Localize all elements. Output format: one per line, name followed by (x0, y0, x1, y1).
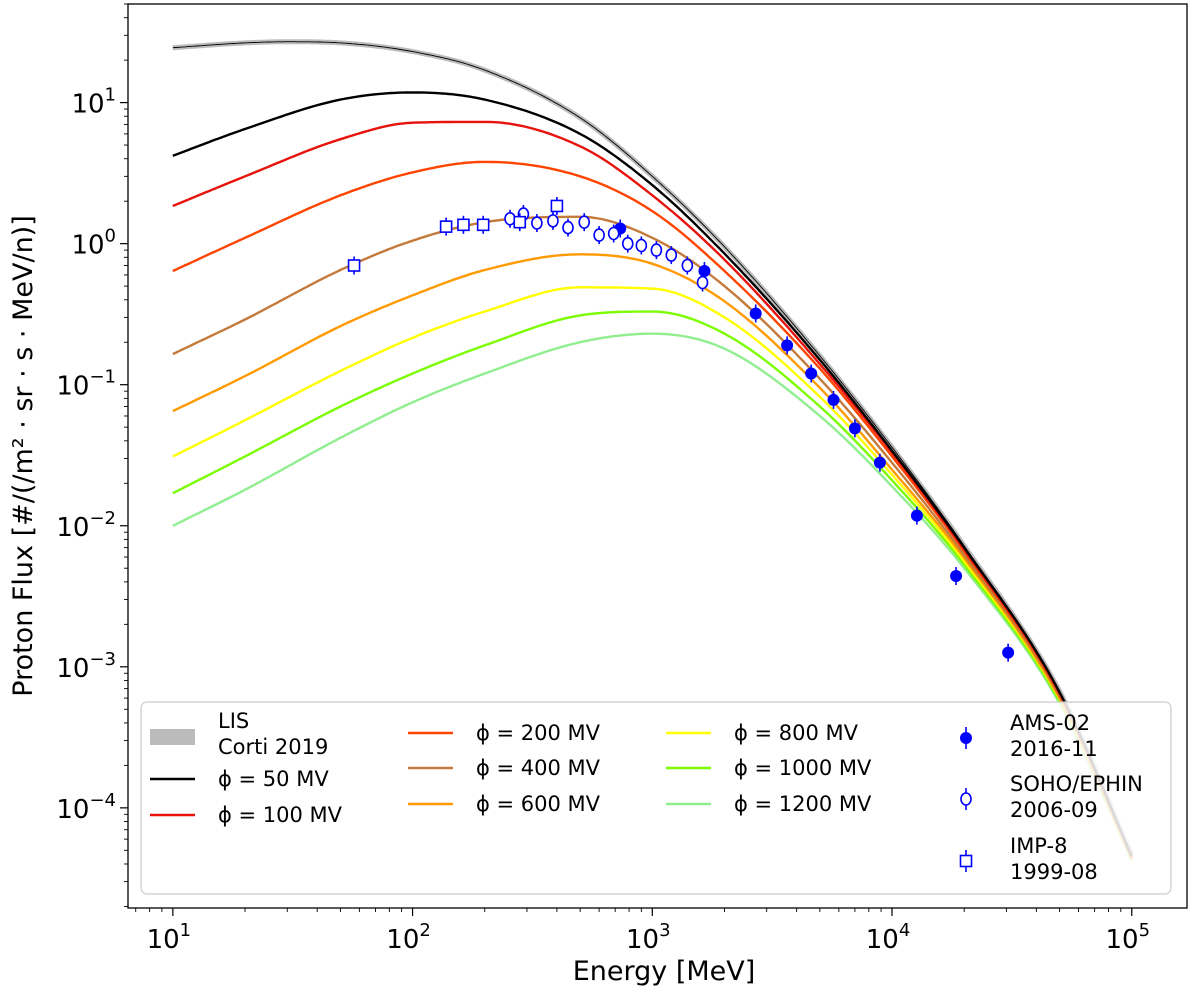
ams02-point-7 (873, 456, 886, 469)
x-tick-exponent: 4 (899, 920, 910, 941)
legend-dataset-name-1: SOHO/EPHIN (1010, 772, 1143, 796)
legend-label-phi-1200: ϕ = 1200 MV (734, 792, 872, 816)
y-tick-label-5: 101 (71, 85, 116, 120)
x-tick-exponent: 1 (180, 920, 191, 941)
ephin-point-8 (621, 236, 634, 251)
y-tick-exponent: −4 (89, 790, 116, 811)
legend-ephin-marker (960, 792, 972, 806)
y-tick-base: 10 (56, 795, 89, 825)
y-tick-base: 10 (71, 231, 104, 261)
y-tick-base: 10 (56, 513, 89, 543)
y-tick-exponent: −3 (89, 649, 116, 670)
series-line-phi-400 (172, 215, 1133, 859)
ephin-point-5 (578, 215, 591, 229)
y-tick-label-2: 10−2 (56, 508, 116, 543)
series-line-phi-50 (172, 91, 1133, 857)
data-points-layer (347, 196, 1015, 662)
legend-label-phi-200: ϕ = 200 MV (476, 721, 601, 745)
ams02-point-8 (910, 509, 923, 522)
imp8-point-1 (439, 220, 453, 233)
ams02-point-10 (1002, 646, 1015, 659)
legend-label-phi-800: ϕ = 800 MV (734, 721, 859, 745)
series-line-phi-800 (172, 286, 1133, 861)
legend-imp8-marker (959, 854, 973, 868)
x-axis-label: Energy [MeV] (573, 956, 756, 987)
ams02-point-5 (827, 393, 840, 406)
x-tick-base: 10 (626, 925, 659, 955)
x-tick-label-0: 101 (147, 920, 192, 955)
legend-label-phi-50: ϕ = 50 MV (218, 767, 329, 791)
ams02-point-3 (781, 339, 794, 352)
y-tick-label-3: 10−1 (56, 367, 116, 402)
x-tick-exponent: 5 (1139, 920, 1150, 941)
ephin-point-4 (562, 220, 574, 235)
ephin-point-7 (607, 226, 620, 241)
ams02-point-9 (950, 570, 963, 583)
y-tick-base: 10 (56, 654, 89, 684)
x-tick-base: 10 (1105, 925, 1138, 955)
y-tick-base: 10 (56, 372, 89, 402)
y-tick-exponent: −1 (89, 367, 116, 388)
x-tick-exponent: 2 (419, 920, 430, 941)
legend-lis-label-line1: LIS (218, 709, 249, 733)
legend-box (140, 701, 1172, 895)
legend-dataset-date-1: 2006-09 (1010, 798, 1098, 822)
x-tick-base: 10 (866, 925, 899, 955)
legend-label-phi-400: ϕ = 400 MV (476, 756, 601, 780)
ephin-point-11 (665, 248, 678, 262)
legend-lis-label-line2: Corti 2019 (218, 735, 328, 759)
legend-dataset-date-2: 1999-08 (1010, 860, 1098, 884)
series-line-phi-600 (172, 253, 1133, 860)
x-tick-base: 10 (386, 925, 419, 955)
legend-label-phi-1000: ϕ = 1000 MV (734, 756, 872, 780)
plot-frame (127, 3, 1188, 909)
imp8-point-0 (347, 259, 361, 272)
x-tick-label-3: 104 (866, 920, 911, 955)
x-tick-label-1: 102 (386, 920, 431, 955)
ephin-point-12 (681, 258, 694, 273)
legend-dataset-name-2: IMP-8 (1010, 834, 1067, 858)
imp8-point-5 (550, 199, 564, 213)
legend-label-phi-600: ϕ = 600 MV (476, 792, 601, 816)
ams02-point-1 (698, 264, 711, 277)
ephin-point-6 (593, 228, 605, 242)
y-axis-label: Proton Flux [#/(/m² · sr · s · MeV/n)] (8, 215, 39, 696)
legend-dataset-name-0: AMS-02 (1010, 711, 1090, 735)
y-tick-base: 10 (71, 90, 104, 120)
x-tick-label-2: 103 (626, 920, 671, 955)
y-tick-exponent: −2 (89, 508, 116, 529)
model-curves-layer (172, 91, 1133, 862)
imp8-point-4 (513, 215, 527, 229)
series-line-phi-1000 (172, 310, 1133, 861)
ephin-point-10 (650, 243, 663, 257)
ephin-point-13 (696, 275, 709, 290)
legend-label-phi-100: ϕ = 100 MV (218, 803, 343, 827)
ams02-point-4 (805, 367, 818, 380)
y-tick-exponent: 1 (105, 85, 116, 106)
ams02-point-2 (749, 307, 762, 320)
y-tick-label-1: 10−3 (56, 649, 116, 684)
x-tick-base: 10 (147, 925, 180, 955)
y-tick-label-4: 100 (71, 226, 116, 261)
imp8-point-3 (476, 218, 490, 232)
ephin-point-2 (531, 216, 543, 230)
imp8-point-2 (457, 218, 470, 232)
y-tick-label-0: 10−4 (56, 790, 116, 825)
series-line-phi-1200 (172, 332, 1133, 862)
ephin-point-3 (547, 214, 559, 228)
legend-ams02-marker (960, 732, 972, 744)
ams02-point-6 (848, 422, 861, 435)
x-tick-label-4: 105 (1105, 920, 1150, 955)
legend-dataset-date-0: 2016-11 (1010, 737, 1098, 761)
legend-lis-swatch (150, 729, 195, 745)
y-tick-exponent: 0 (105, 226, 116, 247)
x-tick-exponent: 3 (659, 920, 670, 941)
ephin-point-9 (635, 238, 648, 253)
